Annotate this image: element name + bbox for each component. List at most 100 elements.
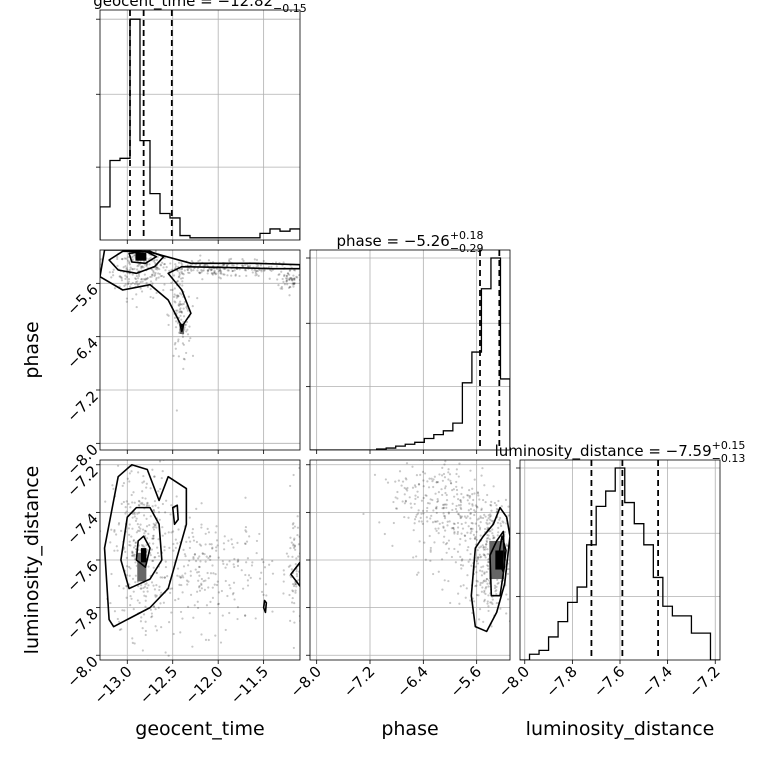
- scatter-point: [135, 305, 138, 309]
- scatter-point: [417, 483, 421, 486]
- scatter-point: [417, 571, 420, 574]
- scatter-point: [176, 567, 180, 570]
- scatter-point: [469, 512, 473, 515]
- scatter-point: [293, 277, 296, 280]
- scatter-point: [456, 550, 460, 553]
- scatter-point: [190, 259, 193, 263]
- scatter-point: [163, 263, 166, 266]
- scatter-point: [133, 553, 137, 556]
- scatter-point: [132, 608, 135, 611]
- scatter-point: [112, 274, 115, 277]
- scatter-point: [124, 506, 127, 509]
- scatter-point: [150, 246, 152, 248]
- scatter-point: [236, 541, 239, 544]
- scatter-point: [514, 528, 516, 530]
- scatter-point: [424, 494, 427, 497]
- scatter-point: [148, 263, 151, 266]
- scatter-point: [301, 281, 303, 283]
- scatter-point: [419, 473, 422, 476]
- scatter-point: [149, 295, 152, 299]
- contour-level-3: [171, 504, 179, 526]
- scatter-point: [183, 269, 186, 272]
- scatter-point: [216, 580, 219, 583]
- scatter-point: [149, 608, 153, 611]
- scatter-point: [178, 283, 181, 286]
- scatter-point: [482, 553, 485, 556]
- scatter-point: [125, 510, 128, 513]
- histogram-luminosity_distance: [520, 467, 720, 660]
- scatter-point: [128, 480, 131, 483]
- scatter-point: [204, 560, 207, 563]
- scatter-point: [291, 523, 294, 526]
- scatter-point: [117, 523, 120, 526]
- scatter-point: [159, 576, 162, 579]
- scatter-point: [139, 527, 142, 530]
- y-axis-label-luminosity_distance: luminosity_distance: [21, 466, 43, 655]
- scatter-point: [501, 520, 504, 523]
- scatter-point: [154, 271, 157, 275]
- contour-level-5: [262, 599, 268, 614]
- scatter-point: [492, 485, 495, 488]
- scatter-point: [497, 531, 500, 534]
- scatter-point: [483, 571, 486, 574]
- scatter-point: [159, 264, 163, 267]
- scatter-point: [152, 269, 155, 273]
- scatter-point: [293, 278, 296, 282]
- scatter-point: [483, 572, 486, 575]
- scatter-point: [220, 272, 223, 275]
- scatter-point: [496, 578, 499, 581]
- scatter-point: [242, 259, 245, 262]
- scatter-point: [157, 538, 160, 541]
- scatter-point: [182, 548, 185, 551]
- scatter-point: [125, 275, 129, 279]
- scatter-point: [137, 273, 140, 276]
- scatter-point: [178, 271, 181, 274]
- scatter-point: [134, 682, 136, 684]
- scatter-point: [462, 584, 465, 587]
- scatter-point: [134, 581, 137, 584]
- scatter-point: [194, 560, 198, 563]
- scatter-point: [137, 526, 141, 529]
- scatter-point: [179, 303, 182, 306]
- scatter-point: [267, 265, 271, 269]
- scatter-point: [483, 579, 486, 582]
- scatter-point: [261, 558, 264, 561]
- scatter-point: [131, 637, 134, 640]
- scatter-point: [146, 586, 149, 590]
- scatter-point: [394, 496, 397, 499]
- scatter-point: [199, 544, 203, 547]
- scatter-point: [135, 517, 138, 520]
- scatter-point: [131, 267, 134, 271]
- scatter-point: [444, 485, 447, 488]
- scatter-point: [137, 499, 140, 503]
- scatter-point: [449, 481, 453, 485]
- scatter-point: [489, 513, 492, 516]
- scatter-point: [449, 601, 452, 605]
- scatter-point: [125, 268, 128, 271]
- scatter-point: [482, 565, 485, 568]
- scatter-point: [152, 241, 154, 243]
- y-tick-label: −6.4: [63, 334, 101, 372]
- scatter-point: [262, 259, 265, 263]
- scatter-point: [150, 548, 154, 551]
- scatter-point: [196, 600, 199, 603]
- scatter-point: [115, 243, 117, 245]
- scatter-point: [155, 571, 158, 574]
- scatter-point: [291, 555, 294, 558]
- title-value: phase = −5.26: [336, 232, 449, 250]
- scatter-point: [482, 545, 485, 549]
- scatter-point: [303, 596, 305, 598]
- scatter-point: [392, 500, 395, 504]
- scatter-point: [209, 267, 212, 270]
- scatter-point: [153, 475, 156, 478]
- scatter-point: [469, 537, 472, 540]
- scatter-point: [163, 576, 166, 579]
- scatter-point: [155, 583, 158, 587]
- scatter-point: [247, 265, 250, 268]
- y-tick-label: −7.2: [63, 387, 101, 425]
- scatter-point: [134, 541, 138, 544]
- scatter-point: [415, 555, 418, 558]
- panel-title-geocent_time: geocent_time = −12.82+0.31−0.15: [93, 0, 307, 15]
- scatter-point: [414, 494, 417, 497]
- scatter-point: [296, 515, 299, 518]
